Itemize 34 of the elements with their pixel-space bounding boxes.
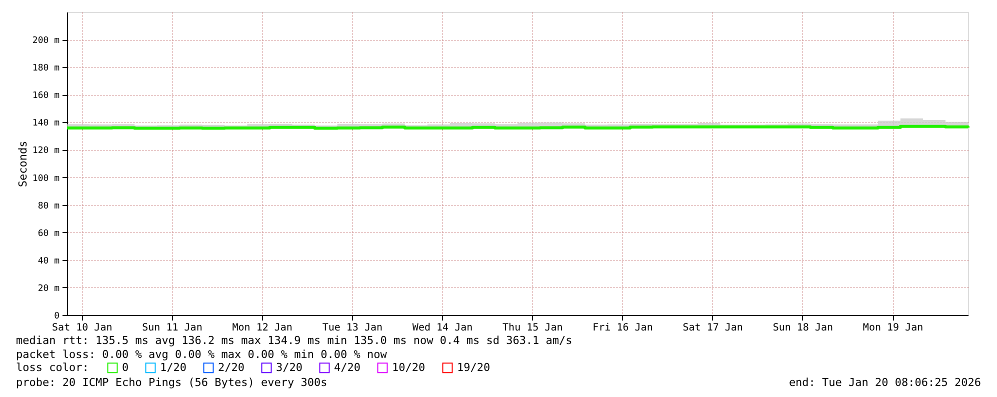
y-axis-title: Seconds <box>16 140 30 188</box>
x-tick-label: Sun 11 Jan <box>142 322 202 334</box>
x-tick-label: Sun 18 Jan <box>772 322 834 334</box>
x-tick-label: Sat 10 Jan <box>52 322 112 334</box>
x-tick-label: Tue 13 Jan <box>322 322 383 334</box>
text: median rtt: 135.5 ms avg 136.2 ms max 134.9 ms min 135.0 ms now 0.4 ms sd 363.1 am/s <box>16 334 572 347</box>
legend-label: 19/20 <box>457 360 490 374</box>
y-tick-label: 100 m <box>32 174 60 184</box>
x-tick-label: Fri 16 Jan <box>592 322 653 334</box>
legend-title: loss color: <box>16 361 89 374</box>
y-tick-label: 160 m <box>32 91 60 102</box>
text: end: Tue Jan 20 08:06:25 2026 <box>788 376 981 389</box>
x-tick-label: Mon 12 Jan <box>232 322 292 334</box>
y-tick-label: 140 m <box>32 118 60 129</box>
y-tick-label: 120 m <box>32 146 60 156</box>
y-tick-label: 80 m <box>38 201 60 212</box>
x-tick-label: Wed 14 Jan <box>412 322 473 334</box>
legend-label: 4/20 <box>334 360 360 374</box>
y-tick-label: 200 m <box>32 36 60 46</box>
legend-label: 1/20 <box>160 360 186 374</box>
legend-label: 0 <box>122 360 129 374</box>
y-tick-label: 20 m <box>38 284 60 294</box>
text: probe: 20 ICMP Echo Pings (56 Bytes) every 300s <box>16 376 328 389</box>
x-tick-label: Thu 15 Jan <box>502 322 563 334</box>
y-tick-label: 180 m <box>32 64 60 74</box>
legend-label: 3/20 <box>276 360 302 374</box>
x-tick-label: Sat 17 Jan <box>682 322 743 334</box>
x-tick-label: Mon 19 Jan <box>862 322 924 334</box>
legend-label: 2/20 <box>218 360 244 374</box>
text: packet loss: 0.00 % avg 0.00 % max 0.00 % min 0.00 % now <box>16 348 388 361</box>
y-tick-label: 60 m <box>38 228 60 239</box>
legend-label: 10/20 <box>392 360 426 374</box>
y-tick-label: 40 m <box>38 256 60 266</box>
y-tick-label: 0 <box>54 312 60 322</box>
